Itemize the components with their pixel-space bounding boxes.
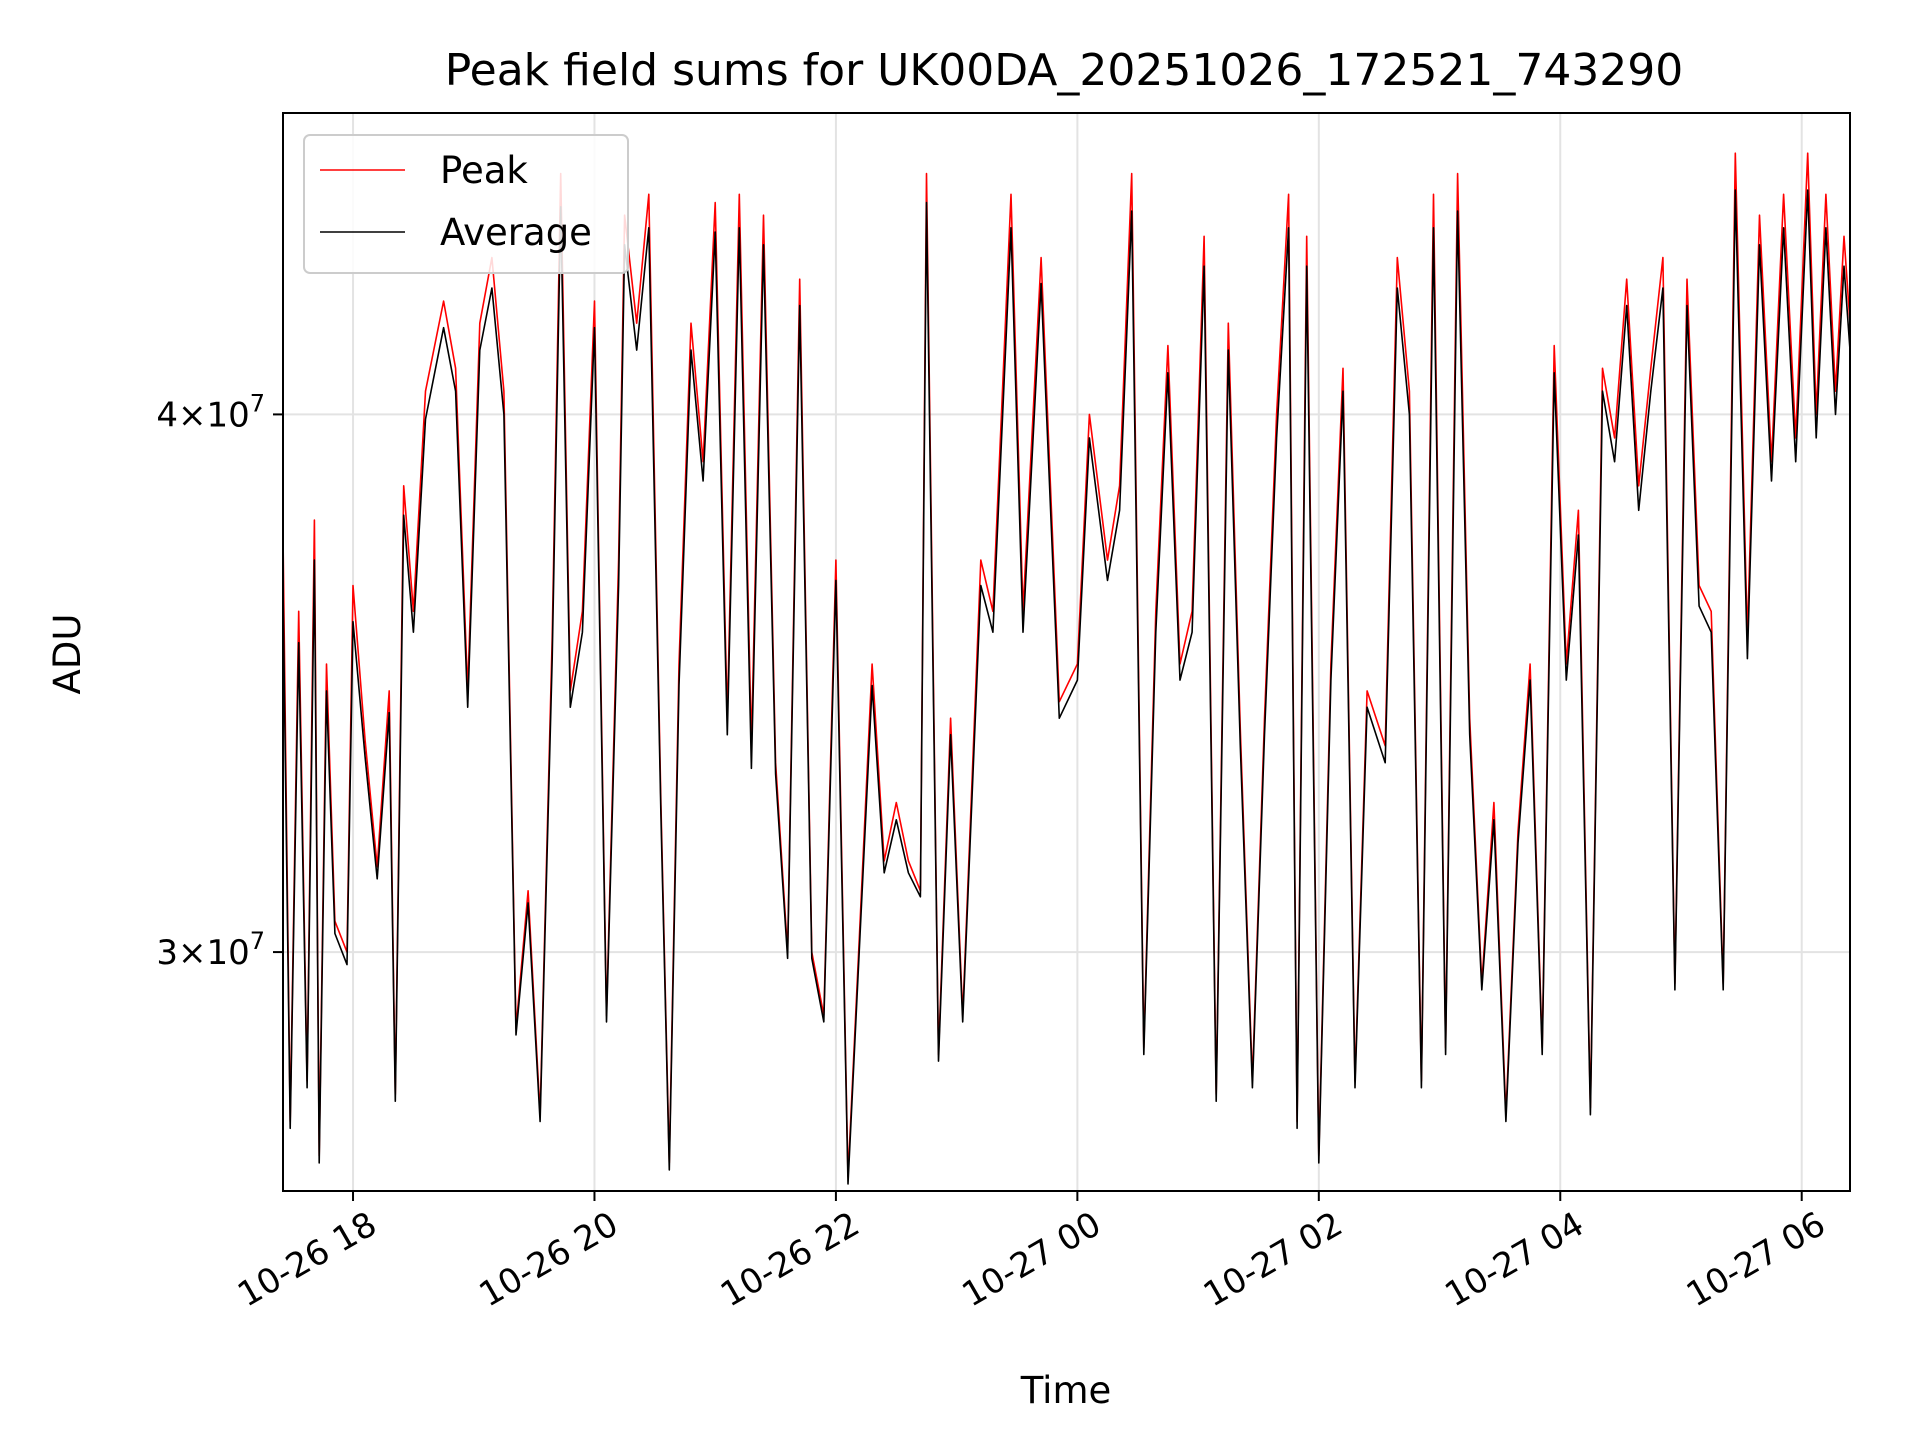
legend: Peak Average [303, 134, 629, 274]
y-tick-exponent: 7 [250, 389, 265, 417]
y-tick-exponent: 7 [250, 927, 265, 955]
y-tick-base: 3 [156, 933, 178, 973]
y-tick-label: 4×107 [156, 389, 265, 435]
chart-title: Peak field sums for UK00DA_20251026_1725… [445, 45, 1684, 96]
series-line-average [283, 189, 1850, 1185]
plot-frame [282, 112, 1851, 1192]
y-tick-multiplier: ×10 [178, 933, 250, 973]
x-axis-label: Time [1020, 1369, 1112, 1412]
y-tick-base: 4 [156, 395, 178, 435]
y-axis-label: ADU [46, 614, 89, 695]
legend-peak-label: Peak [440, 149, 528, 192]
legend-average-label: Average [440, 211, 592, 254]
y-tick-multiplier: ×10 [178, 395, 250, 435]
series-lines [283, 152, 1850, 1185]
y-tick-label: 3×107 [156, 927, 265, 973]
